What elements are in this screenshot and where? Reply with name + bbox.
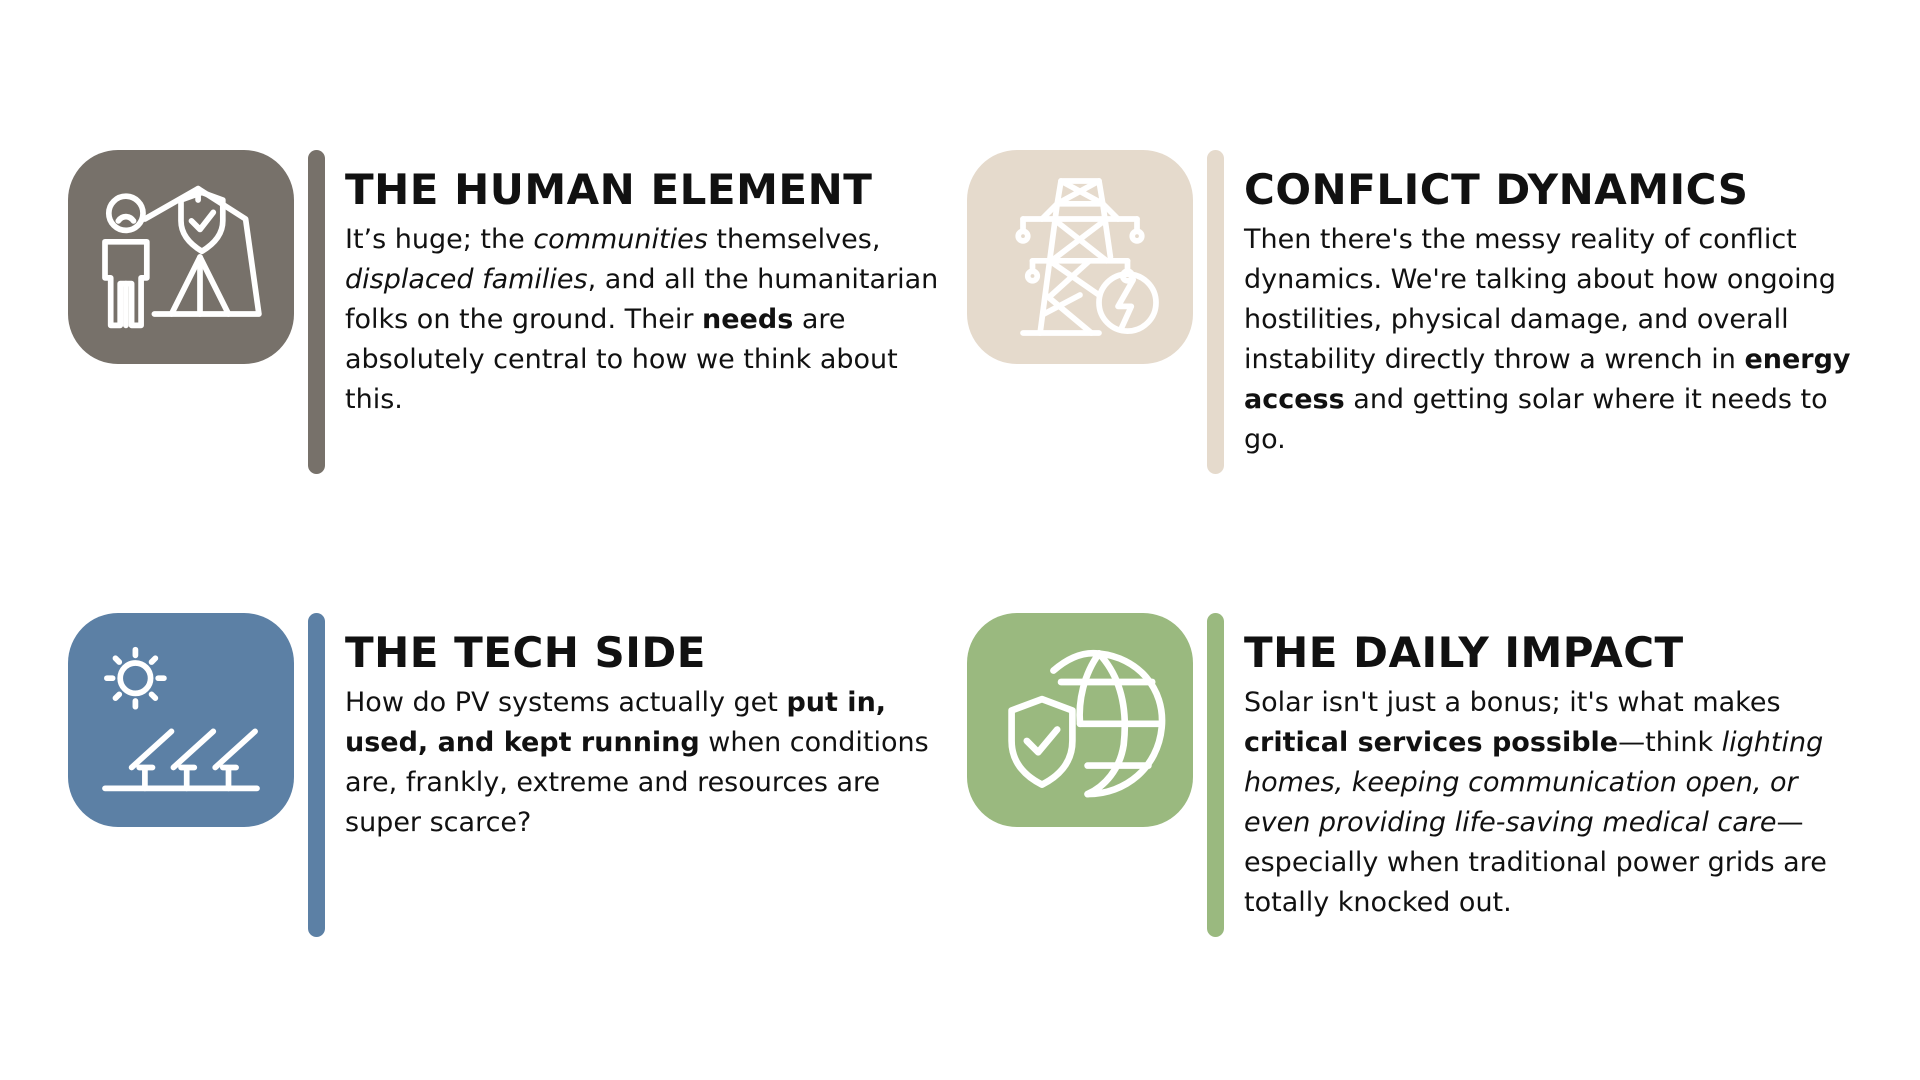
body-text-run: It’s huge; the <box>345 224 534 255</box>
text-block-daily: THE DAILY IMPACT Solar isn't just a bonu… <box>1244 627 1854 923</box>
body-text-run: —especially when traditional power grids… <box>1244 807 1827 918</box>
text-block-conflict: CONFLICT DYNAMICS Then there's the messy… <box>1244 164 1854 460</box>
text-block-tech: THE TECH SIDE How do PV systems actually… <box>345 627 955 843</box>
body-text-run: are absolutely central to how we think a… <box>345 304 898 415</box>
body-text-run: communities <box>533 224 708 255</box>
body-text-run: when conditions are, frankly, extreme an… <box>345 727 929 838</box>
accent-bar-human <box>308 150 325 474</box>
icon-tile-human <box>68 150 294 364</box>
card-title: CONFLICT DYNAMICS <box>1244 165 1749 214</box>
person-shelter-shield-icon <box>102 185 262 329</box>
globe-shield-check-icon <box>1008 649 1166 798</box>
body-text-run: needs <box>702 304 794 335</box>
icon-tile-tech <box>68 613 294 827</box>
card-conflict-dynamics: CONFLICT DYNAMICS Then there's the messy… <box>967 150 1867 490</box>
body-text-run: energy access <box>1244 344 1851 415</box>
icon-tile-conflict <box>967 150 1193 364</box>
power-tower-lightning-icon <box>1015 178 1159 336</box>
accent-bar-daily <box>1207 613 1224 937</box>
card-tech-side: THE TECH SIDE How do PV systems actually… <box>68 613 968 953</box>
body-text-run: How do PV systems actually get <box>345 687 787 718</box>
body-text-run: critical services possible <box>1244 727 1619 758</box>
card-body: It’s huge; the communities themselves, d… <box>345 220 955 420</box>
icon-tile-daily <box>967 613 1193 827</box>
card-title: THE HUMAN ELEMENT <box>345 165 873 214</box>
body-text-run: displaced families <box>345 264 588 295</box>
text-block-human: THE HUMAN ELEMENT It’s huge; the communi… <box>345 164 955 420</box>
sun-solar-panels-icon <box>102 646 260 792</box>
accent-bar-conflict <box>1207 150 1224 474</box>
card-title: THE TECH SIDE <box>345 628 706 677</box>
body-text-run: and getting solar where it needs to go. <box>1244 384 1828 455</box>
card-human-element: THE HUMAN ELEMENT It’s huge; the communi… <box>68 150 968 490</box>
card-body: Solar isn't just a bonus; it's what make… <box>1244 683 1854 923</box>
card-daily-impact: THE DAILY IMPACT Solar isn't just a bonu… <box>967 613 1867 953</box>
card-title: THE DAILY IMPACT <box>1244 628 1684 677</box>
card-body: How do PV systems actually get put in, u… <box>345 683 955 843</box>
body-text-run: themselves, <box>707 224 881 255</box>
body-text-run: , and all the humanitarian folks on the … <box>345 264 939 335</box>
card-body: Then there's the messy reality of confli… <box>1244 220 1854 460</box>
body-text-run: put in, used, and kept running <box>345 687 887 758</box>
body-text-run: Solar isn't just a bonus; it's what make… <box>1244 687 1781 718</box>
accent-bar-tech <box>308 613 325 937</box>
body-text-run: Then there's the messy reality of confli… <box>1244 224 1836 375</box>
body-text-run: lighting homes, keeping communication op… <box>1244 727 1824 838</box>
body-text-run: —think <box>1618 727 1722 758</box>
